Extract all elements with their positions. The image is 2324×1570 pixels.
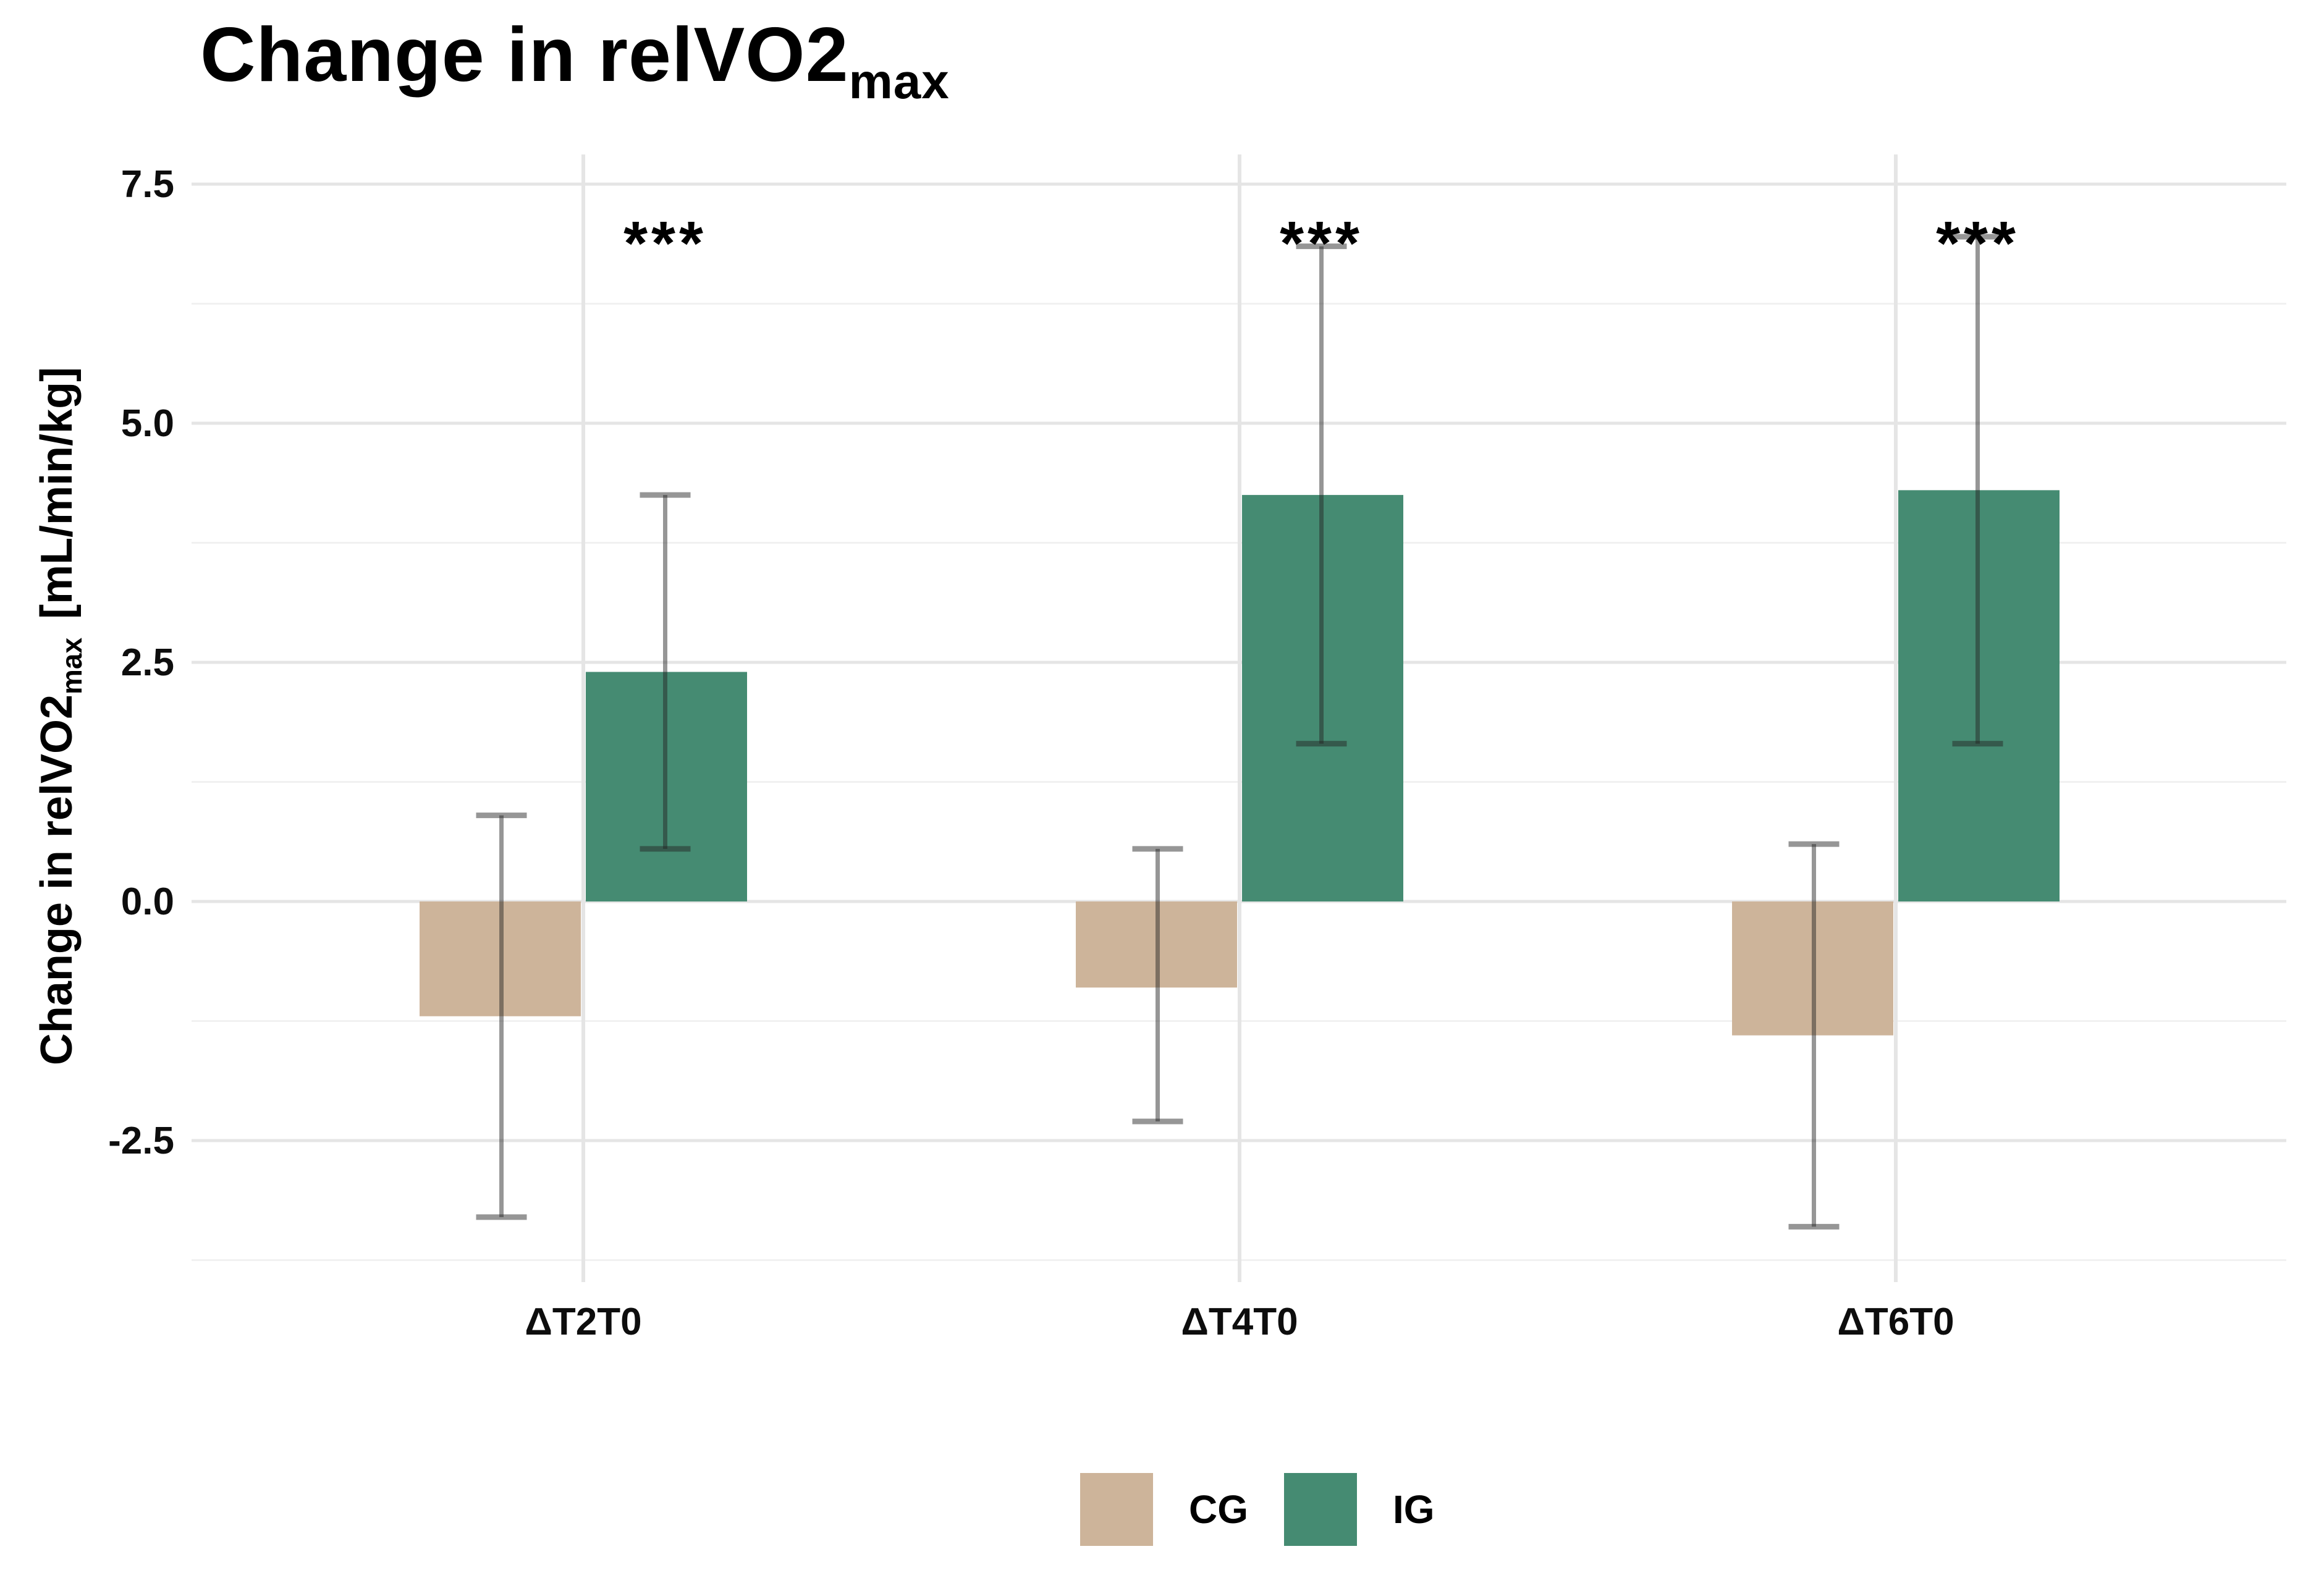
- error-bars: [476, 234, 2003, 1230]
- y-tick-label: 2.5: [121, 641, 174, 684]
- legend-label-cg: CG: [1189, 1487, 1248, 1532]
- legend-swatch-cg: [1080, 1473, 1153, 1546]
- legend-swatch-ig: [1284, 1473, 1357, 1546]
- bar-IG-2: [1898, 490, 2060, 901]
- significance-markers: *** *** ***: [623, 209, 2019, 278]
- y-axis-title-text: Change in relVO2: [32, 694, 82, 1066]
- chart-title-text: Change in relVO2: [200, 12, 849, 98]
- bar-IG-0: [586, 672, 747, 901]
- bar-CG-0: [420, 901, 581, 1016]
- x-axis-category-labels: ΔT2T0 ΔT4T0 ΔT6T0: [525, 1301, 1954, 1343]
- legend: CG IG: [1080, 1473, 1435, 1546]
- chart-title-subscript: max: [848, 54, 950, 109]
- bars: [420, 490, 2060, 1036]
- significance-stars: ***: [1936, 209, 2019, 278]
- chart-title: Change in relVO2max: [200, 11, 950, 106]
- y-tick-label: 7.5: [121, 163, 174, 206]
- y-tick-label: 0.0: [121, 880, 174, 923]
- y-axis-tick-labels: 7.5 5.0 2.5 0.0 -2.5: [108, 163, 174, 1162]
- y-tick-label: -2.5: [108, 1120, 174, 1162]
- y-axis-title: Change in relVO2max [mL/min/kg]: [32, 0, 88, 1476]
- legend-label-ig: IG: [1393, 1487, 1435, 1532]
- x-category-label: ΔT2T0: [525, 1301, 641, 1343]
- x-category-label: ΔT6T0: [1837, 1301, 1954, 1343]
- y-axis-title-units: [mL/min/kg]: [32, 366, 82, 619]
- bar-CG-2: [1732, 901, 1893, 1036]
- x-category-label: ΔT4T0: [1181, 1301, 1298, 1343]
- gridlines-vertical: [581, 154, 1898, 1282]
- y-tick-label: 5.0: [121, 402, 174, 445]
- bar-CG-1: [1076, 901, 1237, 988]
- y-axis-title-subscript: max: [56, 637, 88, 694]
- bar-IG-1: [1242, 495, 1403, 901]
- significance-stars: ***: [1280, 209, 1363, 278]
- significance-stars: ***: [623, 209, 707, 278]
